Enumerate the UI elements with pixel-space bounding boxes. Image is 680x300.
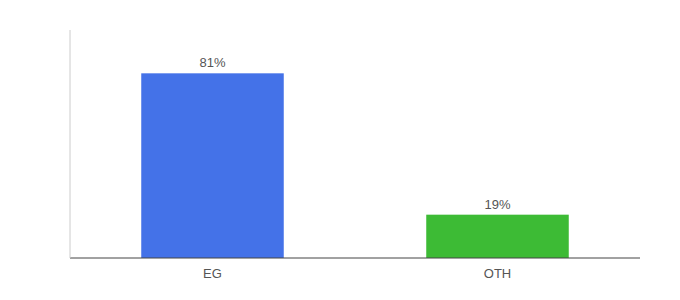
bar (141, 73, 284, 258)
chart-svg: EG OTH 81% 19% (0, 0, 680, 300)
x-tick-labels: EG OTH (203, 266, 511, 281)
data-label: 19% (484, 197, 510, 212)
bar (426, 215, 569, 258)
x-tick-label: EG (203, 266, 222, 281)
data-labels: 81% 19% (199, 55, 510, 211)
y-axis-line (70, 30, 71, 258)
x-axis-line (70, 258, 640, 259)
chart-container: EG OTH 81% 19% (0, 0, 680, 300)
bars (141, 73, 569, 258)
x-tick-label: OTH (484, 266, 511, 281)
data-label: 81% (199, 55, 225, 70)
